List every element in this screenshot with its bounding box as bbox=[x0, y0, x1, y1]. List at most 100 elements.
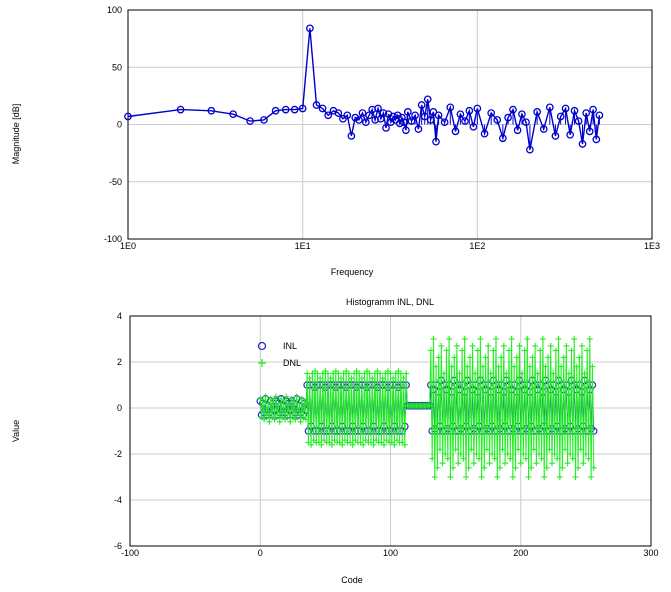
spectrum-series bbox=[124, 24, 604, 154]
spectrum-point bbox=[456, 110, 465, 119]
spectrum-point bbox=[379, 109, 388, 117]
dnl-point bbox=[295, 411, 302, 418]
dnl-point bbox=[568, 347, 575, 354]
dnl-point bbox=[549, 460, 556, 467]
spectrum-point bbox=[509, 105, 517, 114]
spectrum-y-tick-label: 50 bbox=[112, 62, 122, 72]
dnl-point bbox=[567, 451, 574, 457]
dnl-point bbox=[483, 446, 490, 453]
spectrum-point bbox=[518, 110, 526, 119]
spectrum-point bbox=[361, 118, 370, 127]
spectrum-point bbox=[365, 111, 373, 120]
spectrum-point bbox=[306, 24, 314, 33]
dnl-point bbox=[538, 455, 545, 462]
spectrum-point bbox=[473, 104, 482, 113]
spectrum-point bbox=[347, 132, 356, 140]
dnl-point bbox=[293, 393, 300, 400]
dnl-point bbox=[516, 342, 523, 349]
dnl-point bbox=[452, 446, 459, 453]
dnl-point bbox=[446, 336, 453, 342]
dnl-point bbox=[517, 460, 524, 467]
dnl-point bbox=[562, 446, 569, 453]
dnl-point bbox=[546, 446, 553, 453]
dnl-point bbox=[533, 460, 540, 467]
spectrum-y-axis-label: Magnitude [dB] bbox=[11, 104, 21, 165]
spectrum-point bbox=[229, 110, 238, 119]
spectrum-point bbox=[393, 111, 402, 120]
dnl-point bbox=[581, 370, 588, 377]
dnl-point bbox=[261, 416, 268, 423]
spectrum-point bbox=[407, 117, 416, 125]
dnl-point bbox=[297, 418, 304, 425]
dnl-point bbox=[476, 455, 483, 462]
dnl-point bbox=[380, 441, 387, 448]
spectrum-point bbox=[461, 117, 469, 125]
spectrum-point bbox=[426, 116, 435, 124]
dnl-point bbox=[477, 336, 484, 342]
dnl-point bbox=[345, 370, 352, 377]
spectrum-point bbox=[318, 104, 327, 113]
spectrum-point bbox=[570, 106, 579, 115]
dnl-point bbox=[495, 363, 502, 370]
spectrum-point bbox=[324, 111, 333, 120]
legend-dnl-marker bbox=[258, 359, 266, 367]
dnl-point bbox=[585, 455, 592, 462]
dnl-point bbox=[433, 363, 440, 370]
histogram-x-axis-label: Code bbox=[341, 575, 363, 585]
histogram-x-tick-label: 100 bbox=[383, 548, 398, 558]
spectrum-point bbox=[582, 109, 591, 117]
dnl-point bbox=[580, 460, 587, 467]
dnl-point bbox=[520, 451, 527, 457]
dnl-point bbox=[317, 375, 324, 382]
spectrum-point bbox=[398, 113, 406, 122]
dnl-point bbox=[572, 474, 579, 480]
dnl-point bbox=[369, 375, 376, 382]
dnl-point bbox=[457, 451, 464, 457]
dnl-point bbox=[270, 398, 277, 405]
spectrum-point bbox=[402, 126, 410, 135]
spectrum-point bbox=[417, 101, 426, 109]
dnl-point bbox=[271, 416, 278, 423]
dnl-point bbox=[470, 460, 477, 467]
spectrum-point bbox=[260, 116, 268, 124]
dnl-point bbox=[558, 363, 565, 370]
dnl-point bbox=[507, 455, 514, 462]
dnl-point bbox=[504, 451, 511, 457]
dnl-point bbox=[263, 411, 270, 418]
spectrum-point bbox=[446, 103, 455, 112]
spectrum-point bbox=[578, 140, 587, 148]
dnl-point bbox=[541, 474, 548, 480]
dnl-point bbox=[284, 411, 291, 418]
dnl-point bbox=[537, 347, 544, 354]
dnl-point bbox=[448, 363, 455, 370]
spectrum-point bbox=[589, 105, 597, 114]
dnl-point bbox=[276, 418, 283, 425]
dnl-point bbox=[555, 336, 562, 342]
spectrum-point bbox=[574, 117, 583, 125]
histogram-x-tick-label: -100 bbox=[121, 548, 139, 558]
spectrum-point bbox=[423, 95, 432, 104]
spectrum-x-tick-label: 1E1 bbox=[295, 241, 311, 251]
spectrum-point bbox=[499, 134, 507, 143]
dnl-point bbox=[465, 464, 472, 471]
dnl-point bbox=[576, 354, 583, 361]
dnl-point bbox=[436, 446, 443, 453]
spectrum-point bbox=[343, 111, 352, 120]
dnl-point bbox=[379, 375, 386, 382]
dnl-point bbox=[486, 460, 493, 467]
dnl-point bbox=[366, 370, 373, 377]
spectrum-y-tick-label: 0 bbox=[117, 120, 122, 130]
spectrum-point bbox=[526, 145, 534, 154]
spectrum-point bbox=[561, 104, 570, 113]
dnl-point bbox=[302, 416, 309, 423]
dnl-point bbox=[511, 363, 518, 370]
spectrum-point bbox=[124, 112, 132, 121]
dnl-point bbox=[390, 375, 397, 382]
dnl-point bbox=[349, 441, 356, 448]
histogram-plot-frame bbox=[129, 315, 652, 547]
dnl-point bbox=[285, 400, 292, 407]
dnl-point bbox=[550, 370, 557, 377]
spectrum-point bbox=[420, 112, 429, 121]
dnl-point bbox=[525, 474, 532, 480]
spectrum-point bbox=[429, 108, 438, 116]
